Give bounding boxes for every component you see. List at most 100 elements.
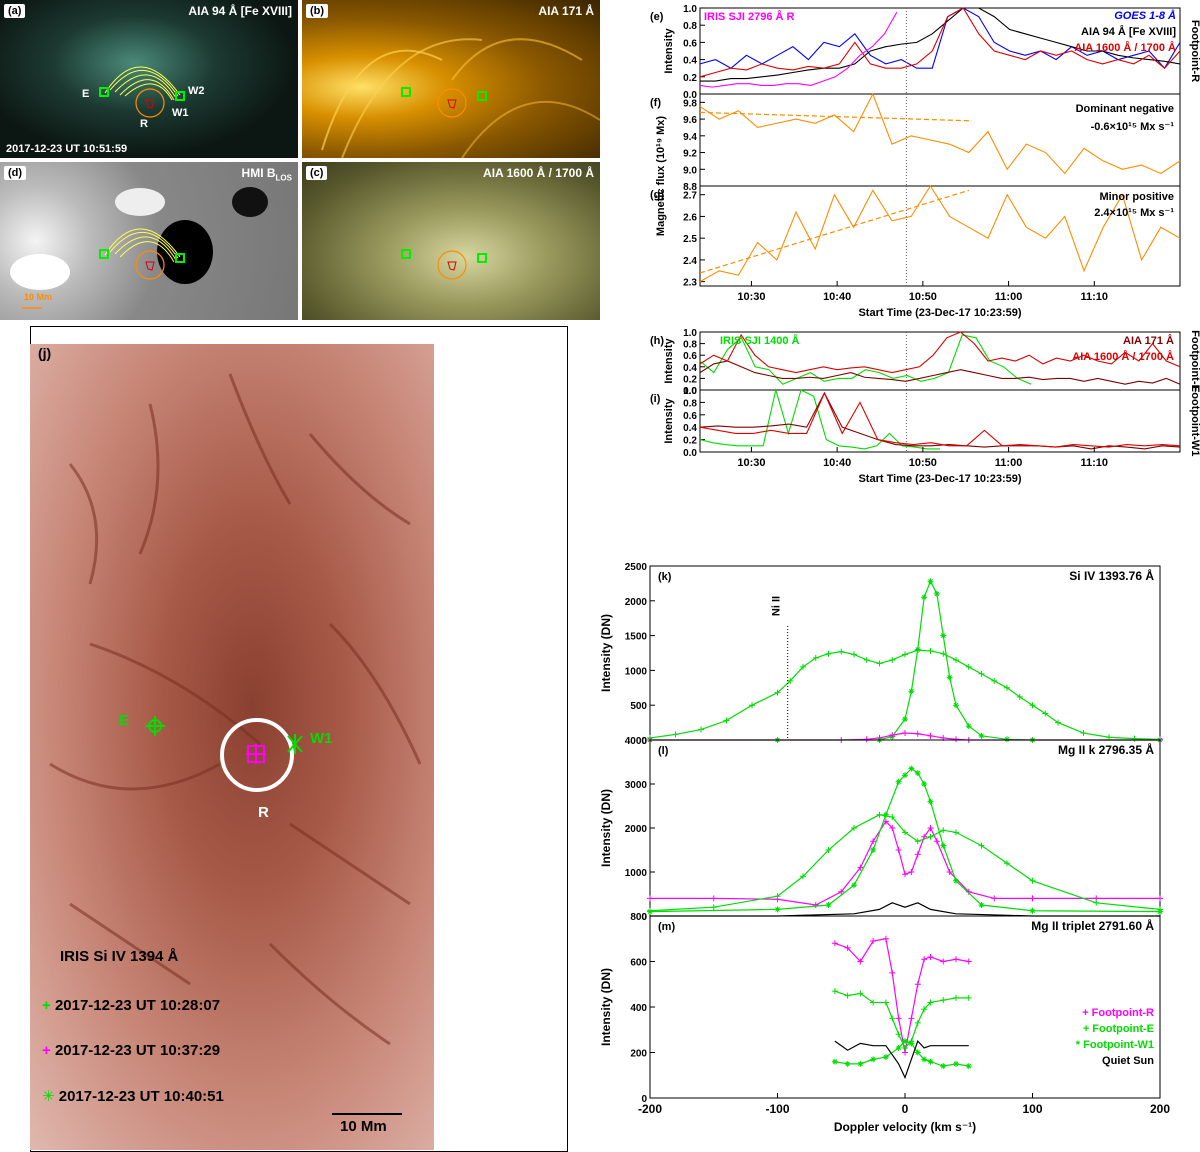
chart-l-marker [838, 888, 845, 895]
chart-l-marker [895, 847, 902, 853]
chart-m-marker [844, 992, 851, 999]
chart-k-marker [838, 737, 845, 743]
chart-k-marker [908, 688, 915, 695]
chart-k-marker [953, 702, 959, 709]
chart-e-legend-iris: IRIS SJI 2796 Å R [704, 10, 795, 23]
chart-m-marker [902, 1044, 908, 1051]
chart-k-marker [953, 736, 959, 743]
chart-k-title: Si IV 1393.76 Å [1069, 568, 1154, 583]
chart-l-marker [876, 811, 883, 818]
chart-l-marker [889, 814, 896, 820]
chart-m-marker [831, 940, 838, 947]
chart-m-marker [870, 938, 877, 945]
chart-e-legend-aia1600: AIA 1600 Å / 1700 Å [1074, 41, 1176, 54]
chart-g-frame [699, 185, 1181, 287]
chart-m-marker [844, 944, 851, 951]
chart-l-marker [991, 895, 998, 902]
chart-l-marker [882, 818, 889, 825]
chart-m-marker [857, 990, 864, 997]
chart-m-xtick-label: -100 [765, 1102, 789, 1116]
chart-m-marker [940, 997, 947, 1004]
chart-l-frame [649, 739, 1161, 917]
chart-l-marker [825, 847, 832, 853]
chart-m-legend-3: Quiet Sun [1102, 1055, 1154, 1067]
chart-m-marker [882, 1054, 889, 1061]
chart-k-marker [933, 590, 940, 597]
chart-g-panel-label: (g) [650, 189, 664, 201]
chart-m-marker [908, 1015, 915, 1022]
panel-j-fibrils [49, 373, 422, 1115]
panel-b: (b) AIA 171 Å [302, 0, 600, 158]
chart-g-xtick-label: 10:50 [909, 291, 937, 303]
panel-j-legend-3: ✳ 2017-12-23 UT 10:40:51 [42, 1087, 224, 1105]
chart-l-marker [921, 833, 928, 840]
chart-l-marker [914, 770, 921, 776]
chart-m-marker [914, 1049, 921, 1056]
chart-l-marker [933, 838, 940, 845]
chart-k-marker [876, 660, 883, 667]
chart-g-xlabel: Start Time (23-Dec-17 10:23:59) [858, 307, 1021, 319]
chart-l-panel-label: (l) [658, 745, 669, 757]
panel-j-legend-1: + 2017-12-23 UT 10:28:07 [42, 997, 220, 1014]
chart-k-marker [991, 677, 998, 684]
panel-j-legend-2-text: 2017-12-23 UT 10:37:29 [54, 1042, 221, 1059]
chart-k-marker [940, 734, 947, 741]
chart-f-panel-label: (f) [650, 97, 661, 109]
chart-k-marker [1157, 736, 1163, 743]
chart-i-frame [699, 389, 1181, 453]
chart-l-marker [902, 829, 908, 836]
chart-i-ytick-label: 0.0 [683, 448, 697, 459]
chart-m-title: Mg II triplet 2791.60 Å [1031, 918, 1154, 933]
chart-l-title: Mg II k 2796.35 Å [1058, 742, 1154, 757]
chart-h-ytick-label: 0.6 [683, 351, 697, 362]
chart-k-series-1 [650, 579, 1160, 741]
chart-g-ytick-label: 2.4 [683, 256, 697, 267]
chart-h-legend-aia1600: AIA 1600 Å / 1700 Å [1072, 350, 1174, 363]
chart-k-marker [1004, 736, 1010, 743]
chart-l-marker [921, 781, 928, 787]
chart-m-marker [927, 1058, 934, 1065]
chart-i-ytick-label: 1.0 [683, 386, 697, 397]
chart-h-series-2 [699, 331, 1181, 374]
chart-k-marker [902, 716, 908, 723]
panel-j-label: (j) [38, 345, 52, 361]
chart-l-marker [895, 778, 902, 785]
chart-l-marker [1004, 860, 1010, 867]
chart-k-marker [876, 737, 883, 743]
chart-m-marker [921, 1006, 928, 1013]
chart-k-marker [1004, 684, 1010, 691]
chart-m-marker [902, 1049, 908, 1056]
chart-l-marker [940, 842, 947, 849]
chart-k-ytick-label: 1500 [625, 632, 648, 643]
chart-i-panel-label: (i) [650, 393, 661, 405]
chart-k-marker [927, 578, 934, 585]
chart-m-ytick-label: 200 [630, 1049, 647, 1060]
chart-i-ytick-label: 0.8 [683, 398, 697, 409]
chart-m-marker [908, 1038, 915, 1045]
chart-k-marker [965, 737, 972, 743]
chart-m-legend-1: + Footpoint-E [1083, 1023, 1154, 1035]
chart-l-marker [1093, 899, 1100, 906]
chart-l-ylabel: Intensity (DN) [599, 789, 613, 867]
chart-e-series-3 [699, 12, 898, 88]
chart-m-frame [649, 915, 1161, 1099]
chart-k-marker [838, 648, 845, 655]
chart-l-series-2 [649, 767, 1161, 913]
panel-c-label: (c) [306, 166, 328, 180]
chart-h-legend-iris: IRIS SJI 1400 Å [720, 334, 800, 347]
chart-l-ytick-label: 4000 [625, 736, 648, 747]
chart-i-side-label: Footpoint-W1 [1189, 386, 1200, 457]
chart-l-marker [774, 896, 781, 903]
panel-j: (j) E W1 R IRIS Si IV 1394 Å 10 Mm [30, 344, 434, 1150]
chart-k-marker [978, 732, 985, 739]
chart-m-marker [857, 958, 864, 965]
panel-d-magnetogram [10, 187, 268, 309]
chart-g-ytick-label: 2.6 [683, 212, 697, 223]
chart-f-trend [699, 111, 969, 122]
chart-k-marker [1157, 737, 1163, 743]
chart-k-marker [927, 647, 934, 654]
chart-k-marker [946, 674, 953, 681]
panel-b-label: (b) [306, 4, 329, 18]
panel-j-legend-1-text: 2017-12-23 UT 10:28:07 [54, 997, 221, 1014]
chart-k-marker [914, 647, 921, 654]
